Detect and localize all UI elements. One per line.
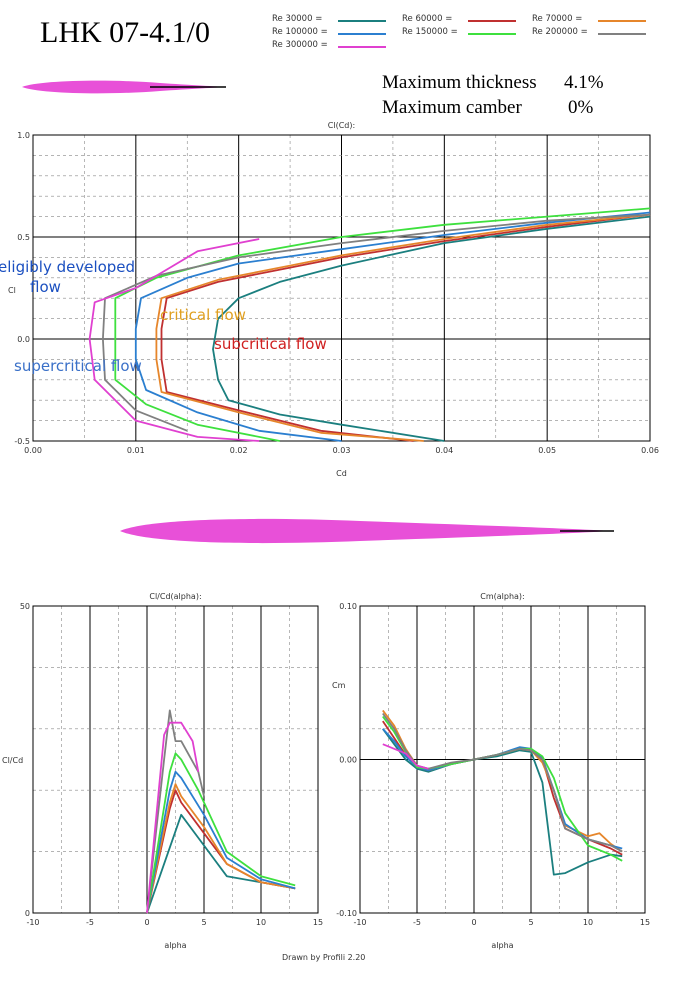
x-tick-label: -10 [26,918,39,927]
x-tick-label: 0.02 [230,446,248,455]
x-tick-label: 5 [528,918,533,927]
series-line-re-300000 [382,743,429,770]
series-line-re-70000 [155,213,651,442]
airfoil-profile-large [120,518,614,544]
series-line-re-30000 [146,813,296,914]
x-axis-label: Cd [336,469,347,478]
y-tick-label: 0.5 [17,233,30,242]
x-axis-label: alpha [491,941,513,950]
legend-item-re150000: Re 150000 = [402,27,516,37]
credit-text: Drawn by Profili 2.20 [282,953,366,962]
series-line-re-70000 [146,783,296,914]
cl-cd-alpha-chart: -10 -5 0 5 10 15 0 50 Cl/Cd(alpha): alpha Cl/Cd [2,592,323,950]
x-tick-label: 0.03 [333,446,351,455]
max-thickness-value: 4.1% [564,72,604,93]
y-tick-label: 1.0 [17,131,30,140]
y-axis-label: Cm [332,681,346,690]
series-line-re-300000 [88,238,260,442]
max-camber-value: 0% [568,97,594,118]
plot-frame [32,605,319,914]
x-tick-label: 10 [583,918,593,927]
x-tick-label: 0.06 [641,446,659,455]
x-tick-label: 15 [313,918,323,927]
x-tick-label: 10 [256,918,266,927]
series-line-re-200000 [382,712,623,853]
y-tick-label: 0.10 [339,602,357,611]
series-line-re-100000 [134,211,651,442]
legend-item-re60000: Re 60000 = [402,14,516,24]
x-tick-label: -5 [413,918,421,927]
x-tick-label: -10 [353,918,366,927]
y-tick-label: 0.0 [17,335,30,344]
y-tick-label: 50 [20,602,30,611]
x-tick-label: 5 [201,918,206,927]
x-tick-label: 15 [640,918,650,927]
legend-item-re100000: Re 100000 = [272,27,386,37]
x-tick-label: 0 [144,918,149,927]
x-tick-label: -5 [86,918,94,927]
legend: Re 30000 = Re 60000 = Re 70000 = Re 1000… [272,14,672,54]
chart-title: Cm(alpha): [480,592,525,601]
series-line-re-150000 [146,752,296,914]
x-tick-label: 0.00 [24,446,42,455]
plot-frame [359,605,646,914]
x-tick-label: 0.01 [127,446,145,455]
annotation-negligibly-developed: eligibly developed [0,258,136,276]
chart-title: Cl/Cd(alpha): [149,592,201,601]
legend-item-re300000: Re 300000 = [272,40,386,50]
series-line-re-300000 [146,721,200,914]
y-axis-label: Cl/Cd [2,756,23,765]
series-line-re-60000 [160,213,651,442]
y-axis-label: Cl [8,286,16,295]
annotation-critical-flow: critical flow [160,306,246,324]
x-tick-label: 0 [471,918,476,927]
y-tick-label: -0.5 [14,437,30,446]
polar-cl-cd-chart: 0.00 0.01 0.02 0.03 0.04 0.05 0.06 -0.5 0.0 0.5 1.… [8,121,659,478]
legend-item-re30000: Re 30000 = [272,14,386,24]
x-axis-label: alpha [164,941,186,950]
chart-title: Cl(Cd): [328,121,355,130]
airfoil-profile-small [22,80,226,94]
y-tick-label: 0 [25,909,30,918]
series-line-re-30000 [382,728,623,876]
cm-alpha-chart: -10 -5 0 5 10 15 -0.10 0.00 0.10 Cm(alpha): alpha C… [332,592,650,950]
legend-item-re200000: Re 200000 = [532,27,646,37]
annotation-subcritical-flow: subcritical flow [214,335,327,353]
legend-item-re70000: Re 70000 = [532,14,646,24]
x-tick-label: 0.05 [538,446,556,455]
series-line-re-30000 [212,215,651,442]
series-line-re-100000 [146,770,296,914]
y-tick-label: 0.00 [339,756,357,765]
annotation-flow: flow [30,278,61,296]
airfoil-title: LHK 07-4.1/0 [40,16,210,49]
y-tick-label: -0.10 [336,909,357,918]
max-camber-label: Maximum camber [382,97,522,118]
x-tick-label: 0.04 [435,446,453,455]
annotation-supercritical-flow: supercritical flow [14,357,142,375]
max-thickness-label: Maximum thickness [382,72,537,93]
